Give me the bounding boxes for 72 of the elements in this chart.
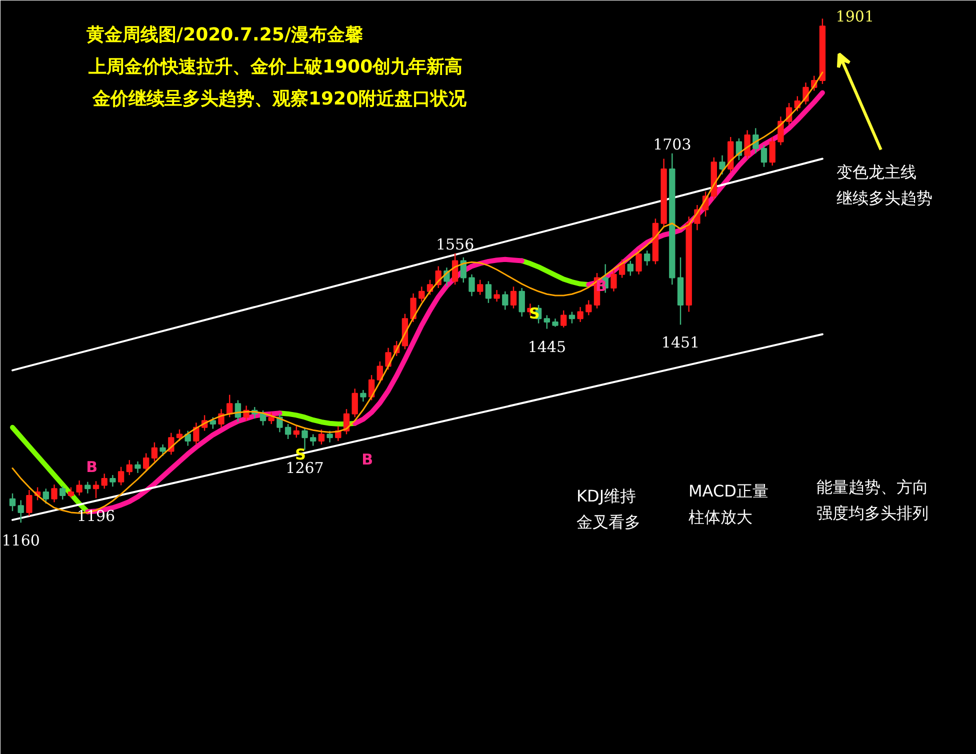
- candlestick: [210, 416, 216, 430]
- annotation: MACD正量柱体放大: [688, 482, 768, 526]
- candlestick: [176, 428, 183, 442]
- candlestick: [143, 452, 150, 472]
- candlestick: [418, 286, 425, 302]
- candlestick: [284, 423, 292, 440]
- candlestick: [92, 480, 100, 499]
- annotation: KDJ维持金叉看多: [576, 486, 640, 532]
- chart-title: 黄金周线图/2020.7.25/漫布金馨: [86, 24, 363, 46]
- candlestick: [126, 459, 132, 476]
- candlestick: [485, 280, 492, 304]
- candlestick: [627, 260, 634, 276]
- candlestick: [636, 248, 642, 275]
- annotation: 1160: [2, 532, 40, 550]
- candlestick: [318, 428, 325, 446]
- candlestick: [51, 484, 58, 503]
- candlestick: [568, 311, 576, 324]
- candlestick: [84, 481, 91, 494]
- annotation: 能量趋势、方向强度均多头排列: [816, 478, 928, 522]
- candlestick: [468, 274, 475, 297]
- candlestick: [719, 154, 726, 176]
- annotation: 1703: [653, 135, 692, 154]
- text: 变色龙主线继续多头趋势: [836, 162, 932, 208]
- candlestick: [110, 474, 116, 488]
- candlestick: [544, 314, 550, 330]
- annotation: 1196: [76, 507, 116, 526]
- candlestick: [610, 269, 617, 292]
- candlestick: [76, 480, 82, 496]
- candlestick: [618, 258, 626, 278]
- annotation: 1451: [661, 334, 700, 352]
- candlestick: [268, 412, 274, 425]
- annotation: 1556: [436, 235, 474, 254]
- annotation: B: [362, 450, 374, 469]
- candlestick: [769, 136, 776, 166]
- candlestick: [293, 425, 300, 438]
- candlestick: [193, 422, 200, 446]
- candlestick: [42, 488, 49, 504]
- candlestick: [560, 310, 567, 328]
- candlestick: [60, 485, 66, 500]
- candlestick: [151, 442, 158, 462]
- candlestick: [18, 500, 24, 524]
- candlestick: [744, 130, 750, 160]
- candlestick: [644, 250, 650, 266]
- annotation: 金价继续呈多头趋势、观察1920附近盘口状况: [92, 88, 468, 110]
- candlestick: [477, 279, 484, 296]
- candlestick: [518, 287, 525, 318]
- candlestick: [326, 430, 333, 443]
- annotation: 1445: [528, 338, 566, 356]
- candlestick: [385, 347, 392, 370]
- candlestick: [778, 116, 784, 146]
- candlestick: [410, 292, 416, 323]
- text: 1901: [836, 8, 874, 26]
- candlestick: [118, 466, 124, 486]
- annotation: 1267: [286, 458, 324, 477]
- candlestick: [101, 473, 108, 490]
- candlestick: [360, 389, 366, 402]
- candlestick: [26, 489, 32, 516]
- candlestick: [586, 300, 592, 316]
- candlestick: [494, 289, 500, 302]
- text: 上周金价快速拉升、金价上破1900创九年新高: [88, 56, 463, 78]
- candlestick: [577, 306, 584, 323]
- candlestick: [160, 444, 166, 457]
- annotation: B: [595, 276, 607, 295]
- candlestick: [134, 460, 141, 474]
- candlestick: [310, 434, 316, 446]
- annotation: B: [86, 458, 98, 476]
- candlestick: [760, 144, 768, 168]
- candlestick: [510, 286, 517, 309]
- candlestick: [9, 492, 16, 512]
- candlestick: [68, 486, 74, 498]
- candlestick: [502, 290, 508, 310]
- candlestick: [352, 388, 358, 418]
